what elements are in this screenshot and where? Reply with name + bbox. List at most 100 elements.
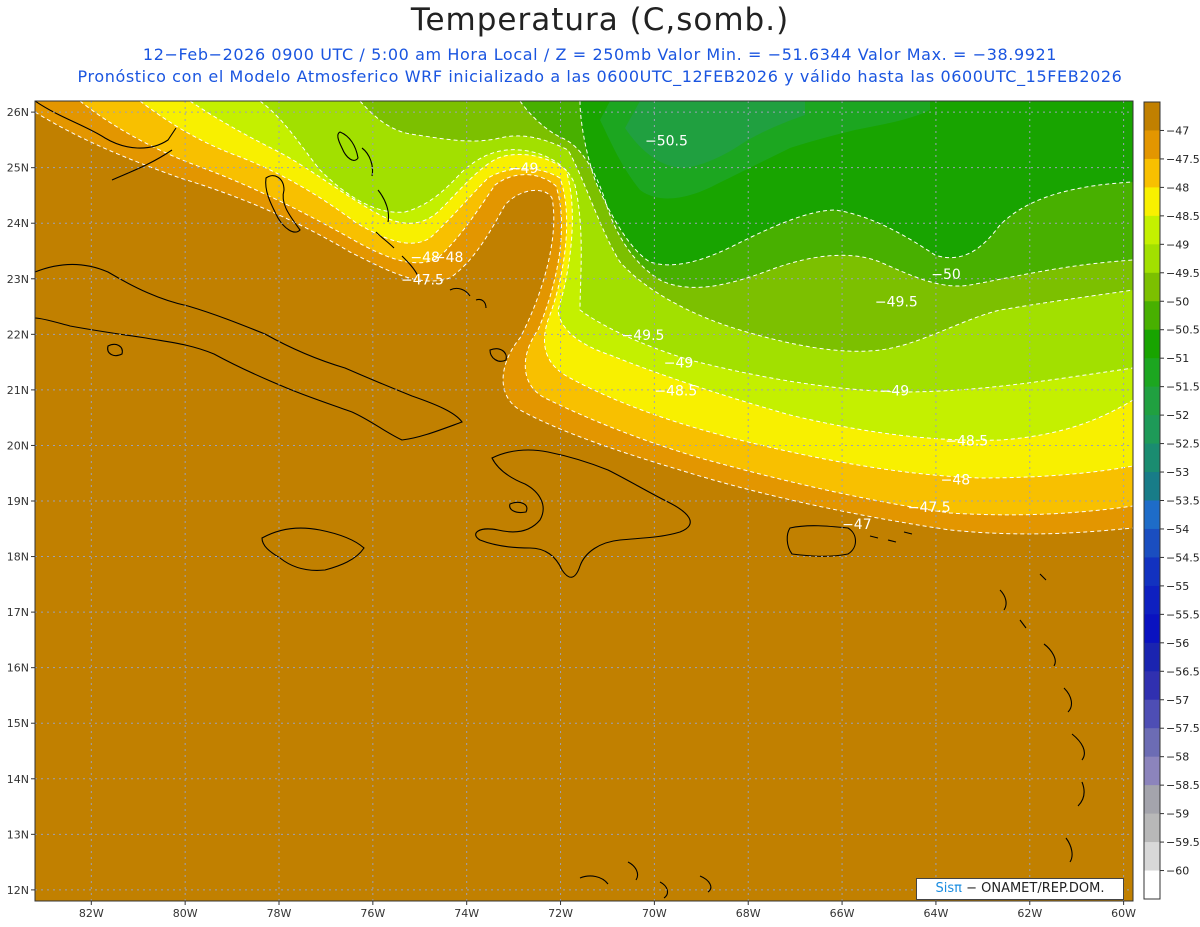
- x-tick-label: 62W: [1017, 907, 1042, 920]
- x-tick-label: 70W: [642, 907, 667, 920]
- legend-swatch: [1144, 842, 1160, 872]
- legend-swatch: [1144, 386, 1160, 416]
- legend-label: −51.5: [1166, 381, 1200, 394]
- legend-swatch: [1144, 102, 1160, 131]
- credit-brand: Sisπ: [935, 881, 962, 896]
- legend-label: −52.5: [1166, 438, 1200, 451]
- y-tick-label: 18N: [7, 551, 29, 564]
- band-minus-51-5: [625, 101, 805, 168]
- legend-label: −47.5: [1166, 153, 1200, 166]
- y-tick-label: 22N: [7, 328, 29, 341]
- y-tick-label: 26N: [7, 106, 29, 119]
- credit-box: Sisπ − ONAMET/REP.DOM.: [916, 878, 1124, 900]
- contour-lines: [35, 101, 1133, 535]
- cuba-coast: [35, 264, 463, 441]
- legend-swatch: [1144, 443, 1160, 473]
- contour-line-minus-47: [35, 111, 1133, 535]
- x-tick-label: 74W: [454, 907, 479, 920]
- x-tick-label: 76W: [360, 907, 385, 920]
- legend-swatch: [1144, 500, 1160, 530]
- color-legend: −47 −47.5 −48 −48.5 −49 −49.5 −50 −50.5 −51 −51.5…: [1143, 101, 1200, 900]
- x-tick-label: 78W: [267, 907, 292, 920]
- legend-label: −49.5: [1166, 267, 1200, 280]
- y-tick-label: 12N: [7, 884, 29, 897]
- y-axis-ticks: 12N 13N 14N 15N 16N 17N 18N 19N 20N 21N 22N 23N 24N 2…: [7, 106, 35, 897]
- legend-label: −53: [1166, 466, 1189, 479]
- legend-swatch: [1144, 272, 1160, 302]
- contour-line-minus-50-5: [579, 101, 1133, 266]
- y-tick-label: 15N: [7, 717, 29, 730]
- subtitle-model-info: Pronóstico con el Modelo Atmosferico WRF…: [77, 67, 1123, 86]
- x-tick-label: 66W: [830, 907, 855, 920]
- y-tick-label: 19N: [7, 495, 29, 508]
- legend-label: −48.5: [1166, 210, 1200, 223]
- contour-label: −48.5: [654, 383, 697, 399]
- legend-swatch: [1144, 585, 1160, 615]
- legend-swatch: [1144, 244, 1160, 274]
- contour-line-minus-48: [139, 101, 1133, 479]
- lesser-antilles: [999, 573, 1085, 863]
- legend-label: −52: [1166, 409, 1189, 422]
- venezuela-islands: [579, 861, 712, 899]
- legend-swatch: [1144, 358, 1160, 388]
- y-tick-label: 20N: [7, 439, 29, 452]
- y-tick-label: 24N: [7, 217, 29, 230]
- legend-swatch: [1144, 187, 1160, 217]
- puerto-rico-coast: [786, 525, 857, 557]
- y-tick-label: 14N: [7, 773, 29, 786]
- legend-label: −54.5: [1166, 551, 1200, 564]
- legend-swatch: [1144, 301, 1160, 331]
- bahamas-exuma: [375, 231, 419, 277]
- y-tick-label: 23N: [7, 273, 29, 286]
- florida-coast: [35, 101, 177, 181]
- legend-label: −50.5: [1166, 324, 1200, 337]
- contour-label: −49.5: [875, 295, 918, 311]
- gonave: [509, 501, 528, 514]
- legend-swatch: [1144, 557, 1160, 587]
- legend-label: −56: [1166, 637, 1189, 650]
- legend-swatch: [1144, 699, 1160, 729]
- legend-label: −58: [1166, 751, 1189, 764]
- contour-label: −47: [842, 517, 872, 533]
- inagua: [489, 348, 507, 362]
- legend-label: −49: [1166, 238, 1189, 251]
- bahamas-andros: [265, 175, 301, 233]
- legend-label: −59: [1166, 808, 1189, 821]
- y-tick-label: 21N: [7, 384, 29, 397]
- contour-line-minus-47-5: [79, 101, 1133, 516]
- y-tick-label: 13N: [7, 828, 29, 841]
- coastlines: [35, 101, 1085, 899]
- legend-swatch: [1144, 329, 1160, 359]
- legend-label: −48: [1166, 181, 1189, 194]
- hispaniola-coast: [475, 449, 691, 578]
- turks-caicos: [449, 287, 487, 309]
- legend-label: −54: [1166, 523, 1189, 536]
- contour-line-minus-49: [259, 101, 1133, 393]
- bahamas-abaco: [337, 131, 359, 161]
- contour-label: −48: [434, 250, 464, 266]
- contour-line-minus-48-5: [189, 101, 1133, 441]
- y-tick-label: 16N: [7, 662, 29, 675]
- legend-swatch: [1144, 642, 1160, 672]
- contour-line-minus-49-5: [359, 101, 1133, 352]
- contour-label: −47.5: [908, 500, 951, 516]
- x-tick-label: 82W: [79, 907, 104, 920]
- legend-swatch: [1144, 785, 1160, 815]
- y-tick-label: 25N: [7, 162, 29, 175]
- legend-label: −47: [1166, 124, 1189, 137]
- contour-label: −49: [509, 161, 539, 177]
- legend-swatch: [1144, 158, 1160, 188]
- legend-label: −57.5: [1166, 722, 1200, 735]
- bahamas-eleuthera: [361, 147, 390, 223]
- legend-label: −56.5: [1166, 665, 1200, 678]
- x-tick-label: 80W: [173, 907, 198, 920]
- contour-label: −48: [941, 472, 971, 488]
- legend-label: −58.5: [1166, 779, 1200, 792]
- legend-label: −55: [1166, 580, 1189, 593]
- contour-label: −50.5: [645, 133, 688, 149]
- legend-swatch: [1144, 528, 1160, 558]
- legend-label: −50: [1166, 295, 1189, 308]
- legend-swatch: [1144, 215, 1160, 245]
- contour-line-minus-50: [519, 101, 1133, 288]
